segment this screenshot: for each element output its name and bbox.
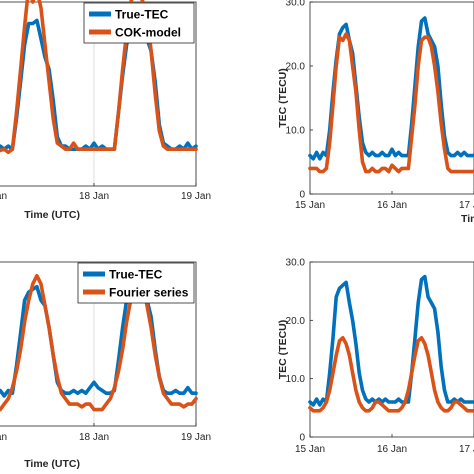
x-tick-label: 17 Jan: [459, 444, 474, 455]
y-tick-label: 0: [299, 433, 305, 444]
y-tick-label: 30.0: [286, 258, 306, 269]
y-tick-label: 30.0: [286, 0, 306, 9]
y-tick-label: 10.0: [286, 126, 306, 137]
y-tick-label: 0: [299, 190, 305, 201]
panel-bottom-left: 17 Jan 18 Jan 19 Jan Time (UTC) True-TEC Four…: [0, 261, 211, 470]
y-axis-label: TEC (TECU): [277, 68, 289, 128]
series-line-model: [308, 335, 474, 413]
legend: True-TEC COK-model: [83, 2, 195, 44]
series-line-true-tec: [308, 274, 474, 407]
x-tick-label: 15 Jan: [295, 444, 325, 455]
series-line-model: [0, 0, 198, 155]
x-tick-label: 15 Jan: [295, 200, 325, 211]
y-tick-label: 10.0: [286, 374, 306, 385]
x-tick-label: 17 Jan: [0, 191, 7, 202]
legend-label: Fourier series: [109, 286, 189, 300]
x-axis-label: Time (UTC): [24, 209, 80, 221]
panel-top-right: 15 Jan 16 Jan 17 Jan 0 10.0 20.0 30.0 TEC (TECU…: [277, 0, 474, 225]
y-tick-label: 20.0: [286, 62, 306, 73]
panel-bottom-right: 15 Jan 16 Jan 17 Jan 0 10.0 20.0 30.0 TEC (TECU…: [277, 258, 474, 455]
legend-box: [77, 262, 195, 304]
series-line-model: [308, 32, 474, 174]
x-tick-label: 19 Jan: [181, 432, 211, 443]
legend-box: [83, 2, 195, 44]
x-axis-label: Time (UTC): [24, 458, 80, 470]
panel-top-left: 17 Jan 18 Jan 19 Jan Time (UTC) True-TEC COK-…: [0, 0, 211, 221]
series-line-model: [0, 273, 198, 412]
legend: True-TEC Fourier series: [77, 262, 195, 304]
legend-label: True-TEC: [115, 8, 169, 22]
x-tick-label: 17 Jan: [459, 200, 474, 211]
x-tick-label: 16 Jan: [377, 200, 407, 211]
x-axis-label: Time (UTC): [461, 213, 474, 225]
x-tick-label: 16 Jan: [377, 444, 407, 455]
x-tick-label: 18 Jan: [79, 432, 109, 443]
x-tick-label: 19 Jan: [181, 191, 211, 202]
x-tick-label: 18 Jan: [79, 191, 109, 202]
y-axis-label: TEC (TECU): [277, 320, 289, 380]
legend-label: COK-model: [115, 26, 181, 40]
x-tick-label: 17 Jan: [0, 432, 7, 443]
y-tick-label: 20.0: [286, 316, 306, 327]
legend-label: True-TEC: [109, 268, 163, 282]
